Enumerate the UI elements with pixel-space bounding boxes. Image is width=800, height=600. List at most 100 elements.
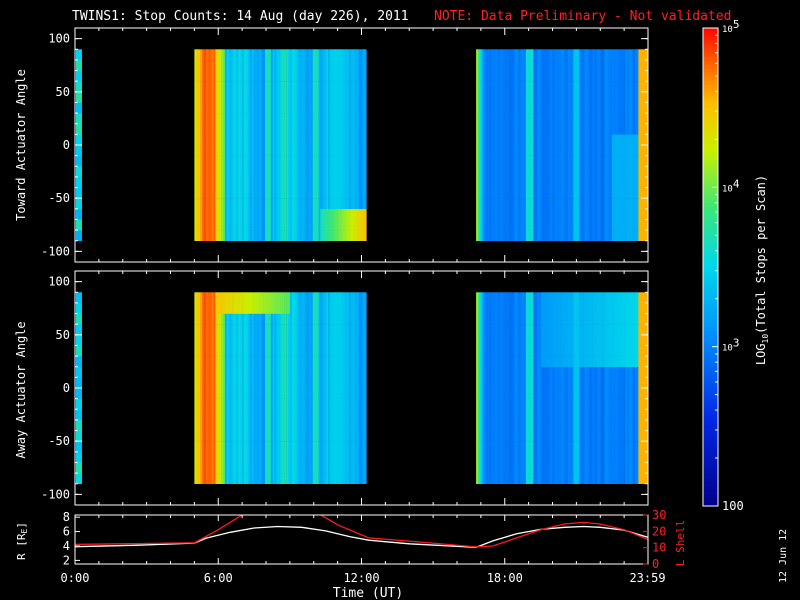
heat-cell: [261, 377, 264, 389]
heat-cell: [335, 473, 338, 484]
heat-cell: [259, 208, 262, 220]
heat-cell: [495, 134, 498, 146]
heat-cell: [544, 113, 548, 124]
heat-cell: [265, 430, 268, 442]
heat-cell: [642, 134, 645, 146]
heat-cell: [203, 187, 207, 199]
heat-cell: [644, 219, 647, 231]
heat-cell: [213, 345, 216, 357]
heat-cell: [265, 419, 268, 431]
heat-cell: [335, 123, 338, 135]
heat-cell: [322, 49, 325, 61]
heat-cell: [514, 208, 517, 220]
heat-cell: [558, 113, 561, 124]
heat-cell: [314, 155, 317, 167]
heat-cell: [200, 366, 203, 378]
heat-cell: [579, 208, 582, 220]
heat-cell: [337, 313, 340, 325]
heat-cell: [335, 451, 338, 463]
heat-cell: [521, 166, 525, 178]
heat-cell: [619, 230, 622, 241]
heat-cell: [349, 49, 352, 61]
heat-cell: [609, 176, 612, 188]
heat-cell: [293, 398, 296, 410]
heat-cell: [577, 113, 580, 124]
heat-cell: [207, 419, 210, 431]
heat-cell: [194, 176, 197, 188]
heat-cell: [571, 208, 574, 220]
heat-cell: [318, 441, 321, 453]
heat-cell: [200, 324, 203, 336]
heat-cell: [324, 419, 327, 431]
heat-cell: [312, 356, 315, 367]
heat-cell: [326, 356, 329, 367]
heat-cell: [320, 388, 323, 399]
heat-cell: [598, 49, 601, 61]
heat-cell: [207, 388, 210, 399]
heat-cell: [640, 123, 643, 135]
heat-cell: [567, 208, 570, 220]
heat-cell: [634, 145, 637, 156]
heat-cell: [219, 324, 222, 336]
heat-cell: [272, 187, 275, 199]
heat-cell: [521, 102, 525, 114]
heat-cell: [196, 187, 199, 199]
heat-cell: [364, 313, 367, 325]
heat-cell: [261, 292, 264, 304]
heat-cell: [267, 219, 270, 231]
heat-cell: [541, 176, 544, 188]
heat-cell: [274, 134, 277, 146]
heat-cell: [598, 187, 601, 199]
heat-cell: [615, 176, 618, 188]
heat-cell: [284, 388, 287, 399]
heat-cell: [316, 462, 319, 474]
heat-cell: [583, 187, 586, 199]
heat-cell: [293, 113, 296, 124]
heat-cell: [219, 377, 222, 389]
heat-cell: [619, 123, 622, 135]
heat-cell: [646, 70, 649, 82]
heat-cell: [312, 334, 315, 346]
heat-cell: [320, 313, 323, 325]
heat-cell: [213, 102, 216, 114]
heat-cell: [542, 198, 546, 210]
heat-cell: [205, 155, 208, 167]
heat-cell: [209, 462, 212, 474]
heat-cell: [356, 366, 359, 378]
heat-cell: [205, 49, 208, 61]
heat-cell: [541, 208, 544, 220]
heat-cell: [638, 134, 641, 146]
heat-cell: [238, 419, 241, 431]
heat-cell: [205, 70, 208, 82]
heat-cell: [636, 113, 639, 124]
heat-cell: [514, 91, 517, 103]
heat-cell: [203, 208, 207, 220]
heat-cell: [307, 302, 310, 314]
heat-cell: [196, 102, 199, 114]
heat-cell: [234, 292, 237, 304]
heat-cell: [485, 155, 488, 167]
heat-cell: [230, 345, 233, 357]
heat-cell: [611, 208, 614, 220]
heat-cell: [221, 441, 224, 453]
heat-cell: [303, 462, 306, 474]
heat-cell: [349, 230, 352, 241]
heat-cell: [636, 59, 639, 71]
heat-cell: [562, 219, 565, 231]
heat-cell: [314, 366, 317, 378]
heat-cell: [289, 334, 293, 346]
heat-cell: [483, 59, 486, 71]
heat-cell: [349, 91, 352, 103]
heat-cell: [499, 230, 502, 241]
heat-cell: [295, 102, 298, 114]
heat-cell: [213, 462, 216, 474]
heat-cell: [333, 366, 336, 378]
heat-cell: [297, 388, 300, 399]
heat-cell: [280, 123, 283, 135]
heat-cell: [594, 113, 597, 124]
heat-cell: [632, 134, 635, 146]
heat-cell: [247, 230, 251, 241]
heat-cell: [288, 334, 291, 346]
heat-cell: [345, 230, 348, 241]
heat-cell: [345, 451, 348, 463]
